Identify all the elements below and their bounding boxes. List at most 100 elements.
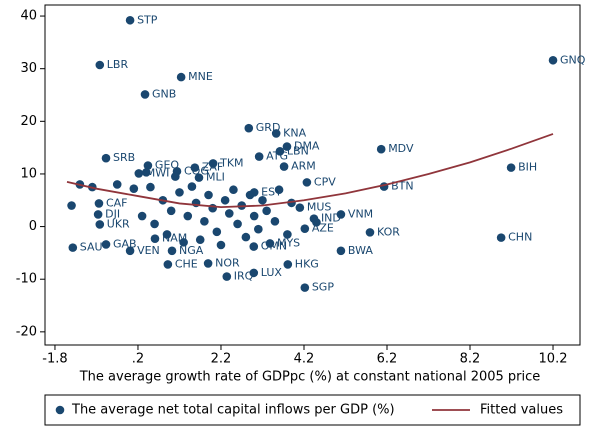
- point: [137, 211, 147, 221]
- point-label: CHN: [508, 231, 532, 244]
- point-label: LBN: [287, 144, 309, 157]
- x-axis-label: The average growth rate of GDPpc (%) at …: [79, 370, 541, 385]
- point: [295, 203, 305, 212]
- point: [262, 206, 271, 216]
- point: [143, 161, 153, 170]
- y-tick-label: 10: [20, 166, 37, 181]
- point: [204, 190, 213, 200]
- point-label: CPV: [314, 175, 336, 188]
- point: [300, 224, 310, 233]
- point: [190, 163, 200, 172]
- point: [208, 203, 217, 213]
- point: [183, 211, 193, 221]
- point-label: KOR: [377, 225, 400, 238]
- point: [150, 234, 160, 243]
- point: [216, 240, 226, 250]
- point-label: CAF: [106, 196, 128, 209]
- point: [220, 195, 230, 205]
- legend-label: The average net total capital inflows pe…: [71, 403, 395, 418]
- point: [101, 240, 111, 249]
- point: [129, 184, 139, 193]
- point-label: ZAF: [202, 161, 223, 174]
- point: [336, 210, 346, 219]
- point-label: LBR: [107, 58, 129, 71]
- point: [245, 190, 255, 200]
- point-label: KNA: [283, 126, 306, 139]
- point: [258, 195, 267, 205]
- plot-frame: [44, 4, 581, 346]
- point: [171, 172, 180, 181]
- point: [140, 90, 150, 99]
- point-label: LUX: [261, 266, 283, 279]
- y-tick-label: 30: [20, 61, 37, 76]
- point-label: BWA: [348, 244, 373, 257]
- point: [271, 129, 281, 138]
- point: [222, 272, 232, 281]
- point: [496, 233, 506, 242]
- point: [265, 239, 275, 248]
- point: [95, 60, 105, 70]
- point-label: STP: [137, 13, 158, 26]
- point: [94, 199, 104, 208]
- point: [112, 180, 122, 189]
- point-label: ARM: [291, 160, 316, 173]
- point-label: MDV: [388, 142, 414, 155]
- point: [175, 188, 184, 197]
- legend-box: [44, 394, 581, 426]
- point: [233, 219, 242, 229]
- fitted-line: [66, 133, 554, 209]
- point-label: CHE: [175, 257, 198, 270]
- point: [166, 206, 176, 216]
- point: [229, 185, 238, 195]
- point-label: MLI: [206, 171, 225, 184]
- point-label: NOR: [215, 256, 240, 269]
- point: [200, 217, 209, 226]
- point: [125, 15, 135, 25]
- point-label: DJI: [105, 207, 120, 220]
- point-label: TKM: [219, 156, 243, 169]
- y-tick-label: 40: [20, 9, 37, 24]
- point: [274, 185, 284, 195]
- point: [194, 173, 204, 182]
- point-label: MYS: [277, 236, 300, 249]
- point: [270, 217, 280, 226]
- point: [125, 246, 135, 256]
- point-label: BIH: [518, 161, 537, 174]
- y-tick-label: 0: [29, 219, 37, 234]
- x-tick-label: 10.2: [539, 352, 568, 367]
- point: [93, 210, 103, 219]
- point: [254, 224, 263, 234]
- point: [208, 159, 218, 168]
- point-label: UKR: [107, 217, 130, 230]
- point-label: MNE: [188, 70, 213, 83]
- point: [283, 260, 293, 269]
- point-label: VNM: [348, 207, 373, 220]
- point-label: SRB: [113, 151, 135, 164]
- point-label: SGP: [312, 281, 335, 294]
- y-tick-label: -10: [16, 272, 37, 287]
- point: [282, 142, 292, 151]
- point: [376, 144, 386, 154]
- point: [141, 168, 151, 177]
- point-label: GEO: [155, 159, 179, 172]
- x-tick-label: 8.2: [460, 352, 481, 367]
- point: [249, 211, 259, 221]
- point-label: VEN: [137, 244, 160, 257]
- point: [254, 152, 264, 161]
- point: [203, 259, 213, 268]
- point: [300, 283, 310, 292]
- point-label: IND: [321, 212, 341, 225]
- point-label: GNQ: [560, 53, 586, 66]
- point: [146, 182, 155, 192]
- point-label: HKG: [295, 257, 319, 270]
- point: [312, 218, 321, 227]
- point: [249, 242, 259, 251]
- point: [506, 163, 516, 172]
- point: [187, 182, 197, 191]
- point: [179, 238, 188, 247]
- point: [212, 227, 222, 237]
- point-label: GNB: [152, 87, 176, 100]
- point: [95, 220, 105, 229]
- point: [134, 169, 144, 178]
